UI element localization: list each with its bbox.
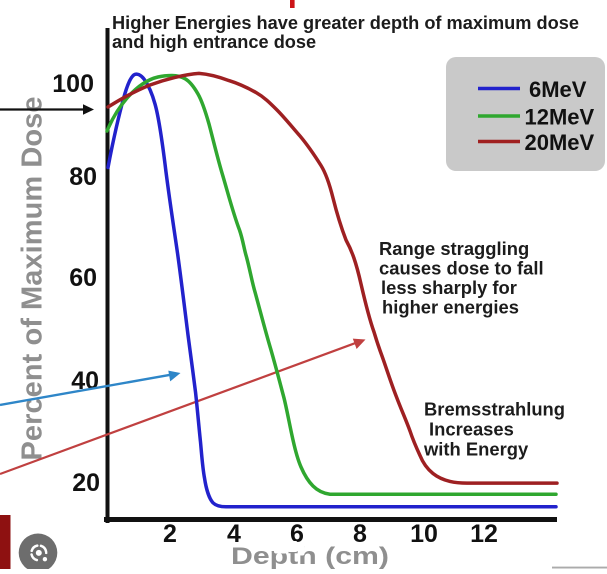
- svg-text:12MeV: 12MeV: [525, 105, 595, 130]
- svg-text:4: 4: [227, 520, 241, 548]
- svg-text:8: 8: [353, 520, 367, 548]
- svg-text:Increases: Increases: [429, 419, 514, 440]
- svg-text:higher energies: higher energies: [382, 297, 519, 318]
- svg-text:60: 60: [69, 264, 97, 292]
- svg-text:80: 80: [69, 163, 97, 191]
- svg-text:20: 20: [72, 469, 100, 497]
- svg-text:20MeV: 20MeV: [525, 130, 595, 155]
- svg-text:with Energy: with Energy: [423, 439, 529, 460]
- svg-text:Higher Energies have greater d: Higher Energies have greater depth of ma…: [112, 13, 579, 33]
- svg-text:causes dose to fall: causes dose to fall: [379, 258, 544, 279]
- svg-text:10: 10: [410, 520, 438, 548]
- svg-text:and high entrance dose: and high entrance dose: [112, 32, 316, 52]
- svg-text:Bremsstrahlung: Bremsstrahlung: [424, 399, 565, 420]
- svg-text:Range straggling: Range straggling: [379, 238, 529, 259]
- svg-text:less sharply for: less sharply for: [381, 277, 517, 298]
- svg-text:12: 12: [470, 520, 498, 548]
- svg-text:Percent of Maximum Dose: Percent of Maximum Dose: [17, 97, 49, 461]
- svg-text:100: 100: [52, 70, 94, 98]
- svg-text:6MeV: 6MeV: [529, 77, 587, 102]
- svg-text:2: 2: [163, 520, 177, 548]
